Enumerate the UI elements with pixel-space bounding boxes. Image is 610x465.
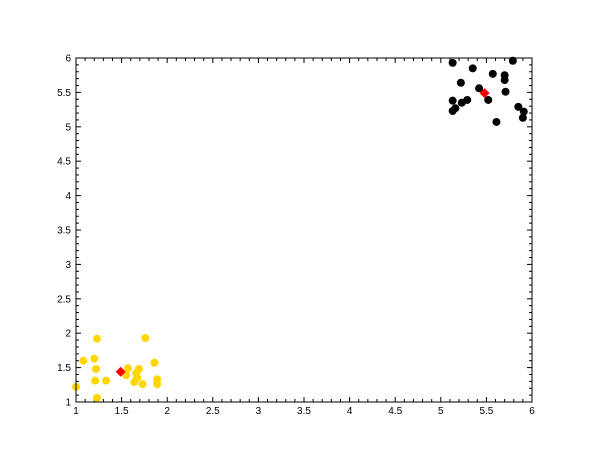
- x-tick-label: 1: [73, 406, 79, 417]
- data-point: [488, 69, 497, 78]
- data-point: [92, 334, 101, 343]
- data-point: [448, 106, 457, 115]
- axis-ticks: [75, 57, 533, 403]
- data-point: [508, 56, 517, 65]
- data-point: [519, 107, 528, 116]
- x-tick-label: 1.5: [115, 406, 129, 417]
- data-point: [514, 102, 523, 111]
- centroid-point: [479, 88, 490, 99]
- data-point: [448, 96, 457, 105]
- data-point: [79, 356, 88, 365]
- data-point: [448, 58, 457, 67]
- data-point: [456, 78, 465, 87]
- x-tick-label: 6: [529, 406, 535, 417]
- data-points: [72, 56, 528, 402]
- y-tick-label: 1.5: [57, 363, 71, 374]
- y-tick-label: 4: [65, 191, 71, 202]
- data-point: [492, 117, 501, 126]
- x-tick-label: 3.5: [297, 406, 311, 417]
- data-point: [130, 378, 139, 387]
- data-point: [138, 380, 147, 389]
- tick-labels: 1 1.5 2 2.5 3 3.5 4 4.5 5 5.5 6 1 1.5 2 2.5 3 3.5 4 4.5 5 5.…: [57, 54, 535, 418]
- x-tick-label: 2: [164, 406, 170, 417]
- data-point: [90, 354, 99, 363]
- data-point: [92, 393, 101, 402]
- y-tick-label: 5.5: [57, 88, 71, 99]
- data-point: [484, 95, 493, 104]
- data-point: [92, 364, 101, 373]
- y-tick-label: 5: [65, 122, 71, 133]
- data-point: [500, 76, 509, 85]
- y-tick-label: 4.5: [57, 157, 71, 168]
- data-point: [518, 113, 527, 122]
- data-point: [475, 84, 484, 93]
- data-point: [463, 95, 472, 104]
- plot-frame: [75, 57, 533, 403]
- data-point: [91, 376, 100, 385]
- x-tick-label: 3: [256, 406, 262, 417]
- data-point: [102, 376, 111, 385]
- data-point: [468, 64, 477, 73]
- centroid-point: [115, 366, 126, 377]
- y-tick-label: 3.5: [57, 226, 71, 237]
- data-point: [150, 358, 159, 367]
- x-tick-label: 5.5: [479, 406, 493, 417]
- data-point: [153, 380, 162, 389]
- y-tick-label: 2: [65, 329, 71, 340]
- x-tick-label: 4.5: [388, 406, 402, 417]
- data-point: [501, 87, 510, 96]
- y-tick-label: 3: [65, 260, 71, 271]
- x-tick-label: 5: [438, 406, 444, 417]
- data-point: [141, 334, 150, 343]
- x-tick-label: 4: [347, 406, 353, 417]
- y-tick-label: 6: [65, 54, 71, 65]
- x-tick-label: 2.5: [206, 406, 220, 417]
- y-tick-label: 1: [65, 398, 71, 409]
- y-tick-label: 2.5: [57, 294, 71, 305]
- data-point: [123, 364, 132, 373]
